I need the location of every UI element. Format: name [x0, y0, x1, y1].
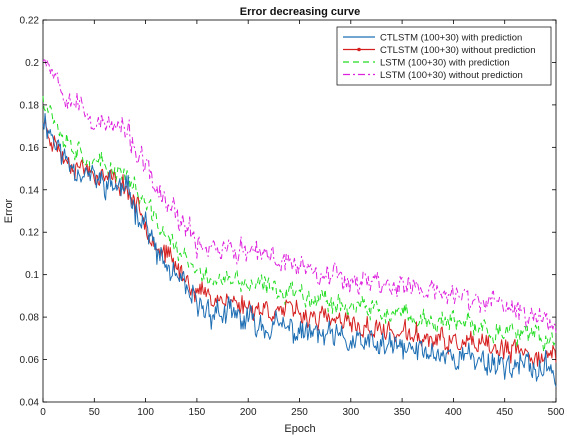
x-axis-title: Epoch — [284, 423, 315, 435]
y-tick-label: 0.2 — [25, 58, 39, 69]
chart-title: Error decreasing curve — [240, 6, 360, 18]
y-tick-label: 0.14 — [20, 185, 40, 196]
legend: CTLSTM (100+30) with prediction CTLSTM (1… — [336, 26, 552, 86]
legend-label: CTLSTM (100+30) with prediction — [380, 32, 522, 43]
x-tick-label: 350 — [394, 407, 411, 418]
legend-label: LSTM (100+30) without prediction — [380, 70, 523, 81]
x-tick-label: 150 — [189, 407, 206, 418]
x-tick-label: 50 — [89, 407, 101, 418]
y-axis-title: Error — [3, 198, 15, 223]
x-tick-label: 100 — [137, 407, 154, 418]
y-tick-label: 0.06 — [20, 355, 40, 366]
y-tick-label: 0.16 — [20, 143, 40, 154]
series-line — [42, 118, 557, 368]
legend-marker — [357, 47, 361, 52]
y-tick-label: 0.12 — [20, 228, 40, 239]
x-tick-label: 300 — [342, 407, 359, 418]
y-tick-label: 0.08 — [20, 313, 40, 324]
x-tick-label: 250 — [291, 407, 308, 418]
legend-label: CTLSTM (100+30) without prediction — [380, 45, 536, 56]
x-tick-label: 450 — [496, 407, 513, 418]
y-tick-label: 0.04 — [20, 398, 40, 409]
series-layer — [42, 59, 557, 387]
x-tick-label: 200 — [240, 407, 257, 418]
x-tick-label: 0 — [40, 407, 46, 418]
series-line — [42, 59, 557, 333]
x-tick-label: 400 — [445, 407, 462, 418]
y-tick-label: 0.1 — [25, 270, 39, 281]
y-tick-label: 0.18 — [20, 100, 40, 111]
axes-layer: 0 50 100 150 200 250 300 350 400 450 500 0.04 0.06 0.… — [20, 16, 565, 419]
series-line — [42, 113, 557, 387]
legend-label: LSTM (100+30) with prediction — [380, 57, 510, 68]
x-tick-label: 500 — [548, 407, 565, 418]
y-tick-label: 0.22 — [20, 16, 40, 27]
